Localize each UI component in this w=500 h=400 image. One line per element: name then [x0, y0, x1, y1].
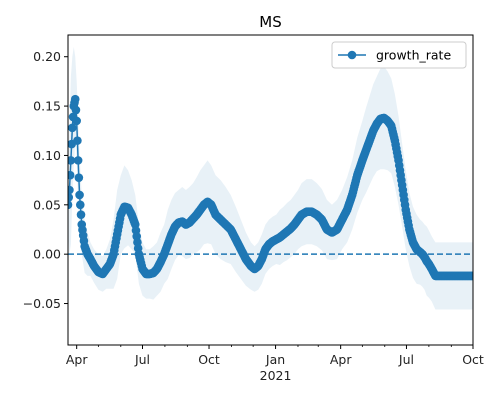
y-tick-label: 0.05 — [33, 197, 61, 212]
x-tick-label: Oct — [462, 352, 484, 367]
x-tick-label: Jul — [134, 352, 150, 367]
data-point — [468, 271, 473, 281]
x-tick-label: Apr — [330, 352, 352, 367]
y-tick-label: 0.00 — [33, 247, 61, 262]
data-point — [71, 105, 81, 115]
legend-box — [331, 41, 467, 69]
legend-marker — [347, 50, 357, 60]
x-tick-label: Oct — [198, 352, 220, 367]
plot-frame — [67, 34, 474, 346]
series-markers — [68, 94, 473, 281]
data-point — [73, 136, 82, 145]
x-tick-label: Apr — [66, 352, 88, 367]
data-point — [70, 94, 80, 104]
x-tick-label: Jan — [265, 352, 285, 367]
data-point — [68, 193, 74, 202]
data-point — [68, 156, 76, 165]
y-tick-label: 0.10 — [33, 148, 61, 163]
data-point — [68, 123, 77, 133]
data-point — [76, 210, 86, 219]
data-point — [75, 190, 84, 200]
y-tick-label: −0.05 — [23, 296, 61, 311]
legend: growth_rate — [331, 41, 467, 69]
chart-title: MS — [259, 13, 281, 31]
data-point — [68, 200, 73, 210]
data-point — [73, 156, 83, 165]
data-point — [74, 173, 84, 182]
data-point — [68, 170, 75, 180]
data-point — [68, 185, 74, 195]
data-point — [75, 200, 85, 210]
y-tick-label: 0.20 — [33, 49, 61, 64]
plot-area: −0.05 0.00 0.05 0.10 0.15 0.20 Apr Jul Oct Jan Apr… — [23, 34, 484, 383]
year-label: 2021 — [260, 368, 292, 383]
x-tick-label: Jul — [398, 352, 414, 367]
confidence-band — [68, 46, 473, 310]
data-point — [72, 116, 81, 126]
legend-label: growth_rate — [376, 48, 451, 63]
y-tick-label: 0.15 — [33, 99, 61, 114]
